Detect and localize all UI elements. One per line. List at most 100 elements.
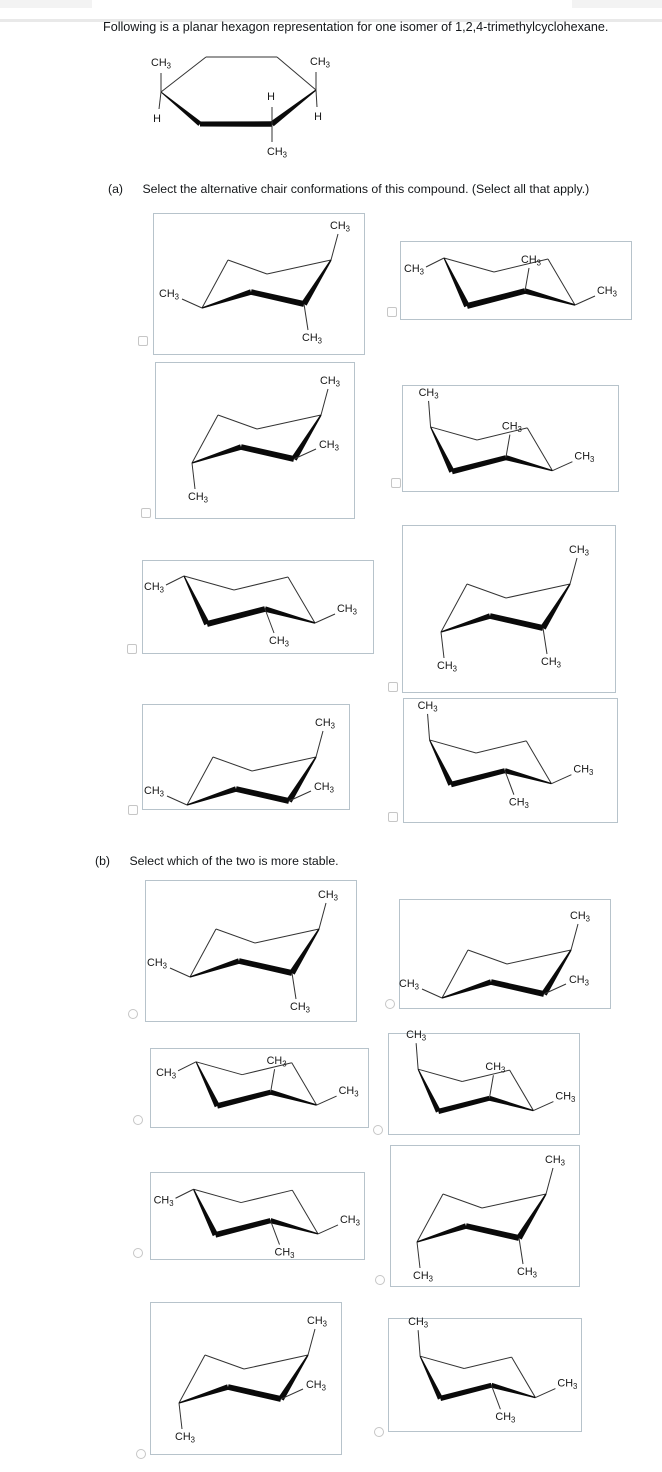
substituent-label: CH3 [557, 1378, 577, 1392]
checkbox-option-a3[interactable] [141, 508, 151, 518]
question-b-prompt: Select which of the two is more stable. [129, 854, 339, 868]
chair-conformation-svg: CH3 CH3 CH3 [413, 1154, 565, 1284]
option-b5-figure: CH3 CH3 CH3 [150, 1172, 365, 1260]
substituent-label: CH3 [509, 797, 529, 811]
substituent-label: CH3 [320, 375, 340, 389]
radio-option-b6[interactable] [375, 1275, 385, 1285]
option-b8-figure: CH3 CH3 CH3 [388, 1316, 582, 1432]
substituent-label: CH3 [502, 421, 522, 435]
substituent-label: CH3 [319, 439, 339, 453]
substituent-label: CH3 [399, 978, 419, 992]
substituent-label: CH3 [555, 1091, 575, 1105]
substituent-label: CH3 [144, 581, 164, 595]
substituent-label: CH3 [290, 1001, 310, 1015]
substituent-label: CH3 [307, 1315, 327, 1329]
substituent-label: H [314, 111, 322, 123]
radio-option-b3[interactable] [133, 1115, 143, 1125]
substituent-label: CH3 [517, 1266, 537, 1280]
radio-option-b8[interactable] [374, 1427, 384, 1437]
substituent-label: CH3 [188, 491, 208, 505]
option-a4-figure: CH3 CH3 CH3 [402, 385, 619, 492]
radio-option-b4[interactable] [373, 1125, 383, 1135]
substituent-label: CH3 [267, 146, 287, 160]
substituent-label: H [267, 91, 275, 103]
option-a5-figure: CH3 CH3 CH3 [142, 560, 374, 654]
substituent-label: CH3 [574, 451, 594, 465]
chair-conformation-svg: CH3 CH3 CH3 [154, 1188, 360, 1261]
substituent-label: CH3 [159, 288, 179, 302]
chair-conformation-svg: CH3 CH3 CH3 [156, 1055, 359, 1109]
substituent-label: CH3 [570, 910, 590, 924]
substituent-label: CH3 [521, 254, 541, 268]
chair-conformation-svg: CH3 CH3 CH3 [144, 717, 335, 806]
page-chrome-fragment [0, 0, 92, 8]
chair-conformation-svg: CH3 CH3 CH3 [419, 387, 594, 475]
radio-option-b5[interactable] [133, 1248, 143, 1258]
substituent-label: CH3 [267, 1055, 287, 1069]
checkbox-option-a7[interactable] [128, 805, 138, 815]
substituent-label: CH3 [315, 717, 335, 731]
substituent-label: CH3 [156, 1067, 176, 1081]
substituent-label: CH3 [404, 263, 424, 277]
substituent-label: CH3 [573, 764, 593, 778]
question-a-prompt: Select the alternative chair conformatio… [142, 182, 590, 196]
page-chrome-fragment [572, 0, 662, 8]
substituent-label: H [153, 113, 161, 125]
option-b1-figure: CH3 CH3 CH3 [145, 880, 357, 1022]
question-b: (b) Select which of the two is more stab… [95, 854, 339, 868]
chair-conformation-svg: CH3 CH3 CH3 [144, 575, 357, 649]
option-b6-figure: CH3 CH3 CH3 [390, 1145, 580, 1287]
substituent-label: CH3 [406, 1029, 426, 1043]
substituent-label: CH3 [408, 1316, 428, 1330]
option-a1-figure: CH3 CH3 CH3 [153, 213, 365, 355]
substituent-label: CH3 [418, 700, 438, 714]
checkbox-option-a2[interactable] [387, 307, 397, 317]
substituent-label: CH3 [485, 1061, 505, 1075]
chair-conformation-svg: CH3 CH3 CH3 [188, 375, 340, 505]
checkbox-option-a6[interactable] [388, 682, 398, 692]
substituent-label: CH3 [437, 660, 457, 674]
substituent-label: CH3 [340, 1214, 360, 1228]
checkbox-option-a4[interactable] [391, 478, 401, 488]
checkbox-option-a1[interactable] [138, 336, 148, 346]
option-a3-figure: CH3 CH3 CH3 [155, 362, 355, 519]
radio-option-b1[interactable] [128, 1009, 138, 1019]
option-b2-figure: CH3 CH3 CH3 [399, 899, 611, 1009]
chair-conformation-svg: CH3 CH3 CH3 [418, 700, 594, 811]
substituent-label: CH3 [419, 387, 439, 401]
substituent-label: CH3 [310, 56, 330, 70]
substituent-label: CH3 [144, 785, 164, 799]
substituent-label: CH3 [269, 635, 289, 649]
chair-conformation-svg: CH3 CH3 CH3 [399, 910, 590, 999]
substituent-label: CH3 [545, 1154, 565, 1168]
substituent-label: CH3 [413, 1270, 433, 1284]
question-b-label: (b) [95, 854, 111, 868]
substituent-label: CH3 [302, 332, 322, 346]
option-a7-figure: CH3 CH3 CH3 [142, 704, 350, 810]
substituent-label: CH3 [147, 957, 167, 971]
substituent-label: CH3 [337, 603, 357, 617]
checkbox-option-a5[interactable] [127, 644, 137, 654]
chair-conformation-svg: CH3 CH3 CH3 [175, 1315, 327, 1445]
option-a8-figure: CH3 CH3 CH3 [403, 698, 618, 823]
chair-conformation-svg: CH3 CH3 CH3 [437, 544, 589, 674]
chair-conformation-svg: CH3 CH3 CH3 [147, 889, 338, 1015]
checkbox-option-a8[interactable] [388, 812, 398, 822]
radio-option-b2[interactable] [385, 999, 395, 1009]
option-b3-figure: CH3 CH3 CH3 [150, 1048, 369, 1128]
radio-option-b7[interactable] [136, 1449, 146, 1459]
substituent-label: CH3 [339, 1085, 359, 1099]
chair-conformation-svg: CH3 CH3 CH3 [404, 254, 617, 309]
chair-conformation-svg: CH3 CH3 CH3 [408, 1316, 577, 1425]
planar-hexagon-structure: CH3 H CH3 H H CH3 [151, 56, 330, 160]
intro-text: Following is a planar hexagon representa… [103, 20, 609, 34]
substituent-label: CH3 [175, 1431, 195, 1445]
option-b4-figure: CH3 CH3 CH3 [388, 1029, 580, 1135]
chair-conformation-svg: CH3 CH3 CH3 [406, 1029, 575, 1114]
substituent-label: CH3 [275, 1247, 295, 1261]
option-b7-figure: CH3 CH3 CH3 [150, 1302, 342, 1455]
option-a6-figure: CH3 CH3 CH3 [402, 525, 616, 693]
substituent-label: CH3 [569, 974, 589, 988]
question-a: (a) Select the alternative chair conform… [108, 182, 589, 196]
